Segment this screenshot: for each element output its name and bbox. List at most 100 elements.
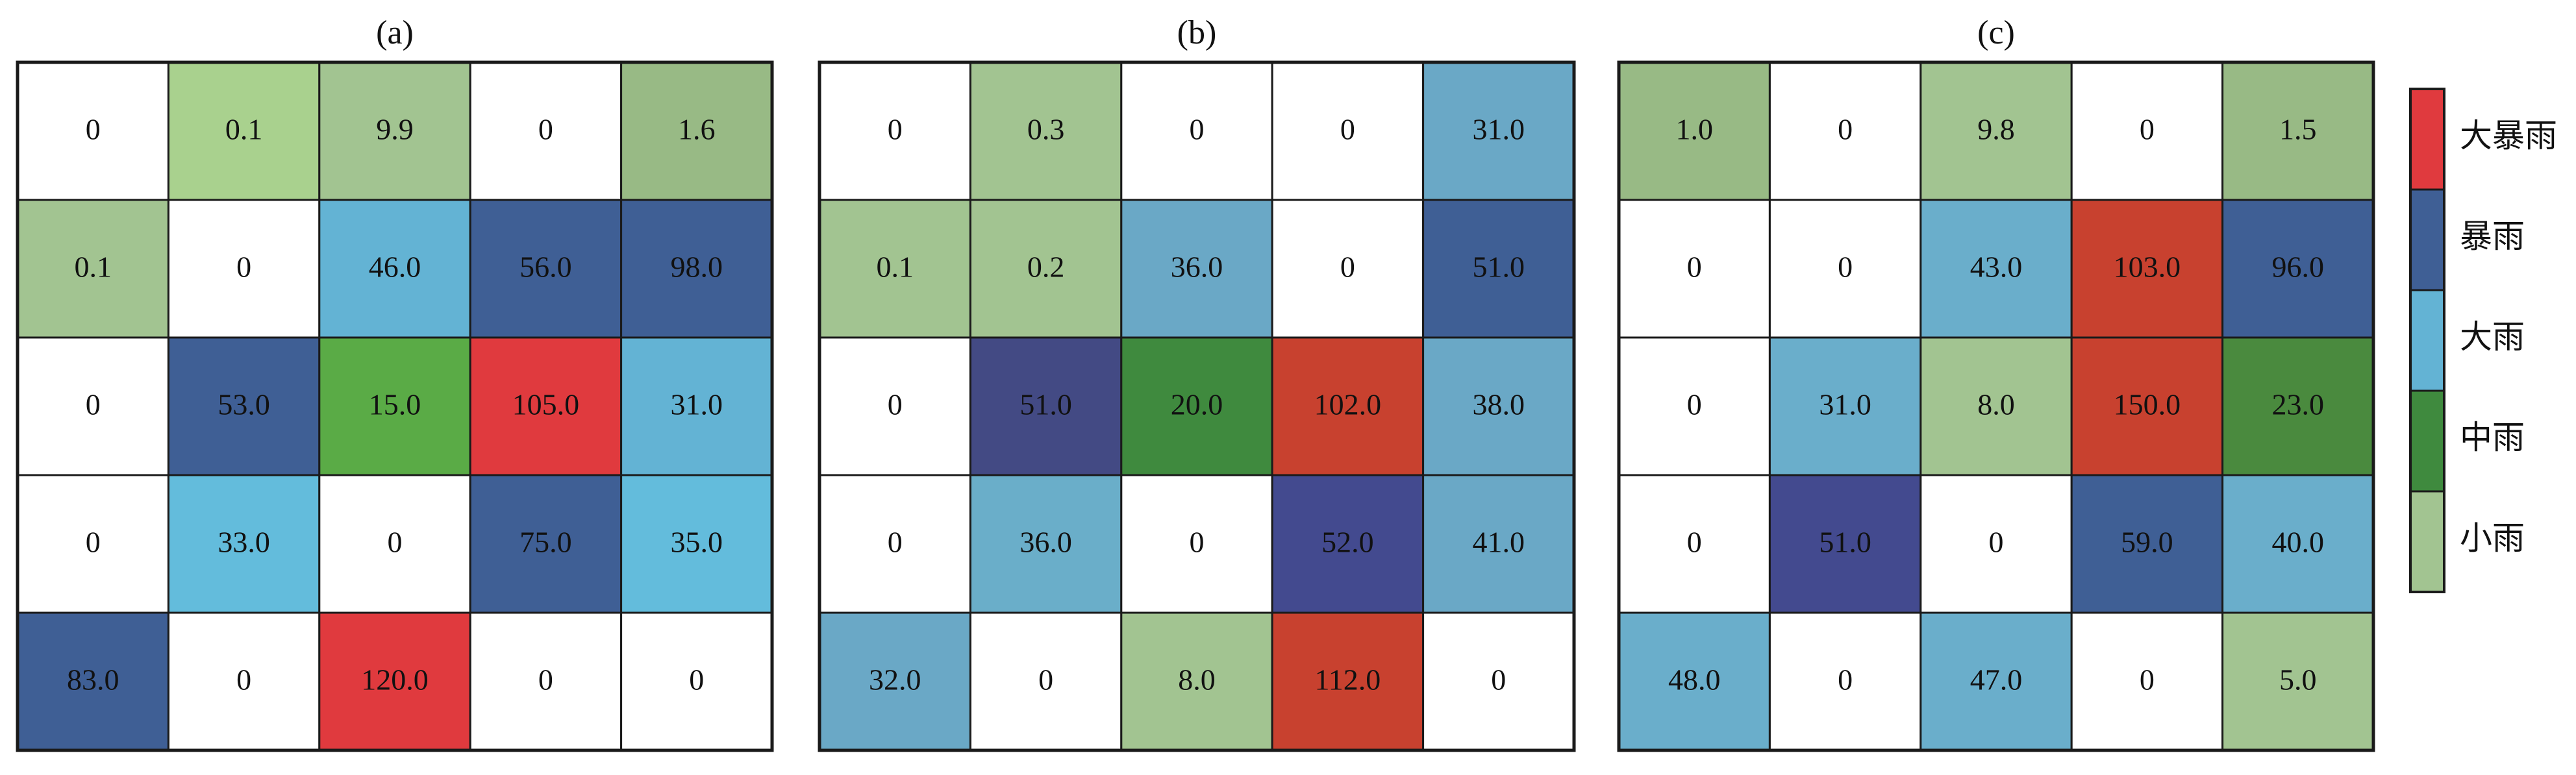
heatmap-cell [16, 61, 169, 201]
cell-value: 0.3 [1027, 113, 1065, 146]
panel-label: (c) [1977, 14, 2015, 51]
heatmap-cell [1618, 61, 1771, 201]
heatmap-cell [1768, 611, 1922, 752]
cell-value: 31.0 [671, 388, 723, 421]
cell-value: 35.0 [671, 526, 723, 559]
heatmap-cell [167, 336, 321, 476]
heatmap-cell [1618, 336, 1771, 476]
heatmap-cell [620, 611, 773, 752]
cell-value: 102.0 [1314, 388, 1382, 421]
heatmap-cell [2221, 61, 2375, 201]
cell-value: 1.0 [1675, 113, 1713, 146]
panel-label: (b) [1177, 14, 1217, 51]
heatmap-cell [1271, 61, 1425, 201]
legend-label: 暴雨 [2460, 218, 2525, 254]
heatmap-cell [2070, 61, 2224, 201]
heatmap-cell [1768, 336, 1922, 476]
cell-value: 0 [888, 113, 903, 146]
cell-value: 8.0 [1178, 663, 1216, 696]
cell-value: 51.0 [1819, 526, 1871, 559]
heatmap-cell [620, 61, 773, 201]
legend-swatch [2409, 490, 2445, 593]
cell-value: 52.0 [1321, 526, 1374, 559]
cell-value: 0 [86, 113, 101, 146]
heatmap-cell [1271, 336, 1425, 476]
cell-value: 0.1 [225, 113, 263, 146]
cell-value: 0 [1491, 663, 1506, 696]
cell-value: 36.0 [1019, 526, 1072, 559]
cell-value: 9.9 [376, 113, 414, 146]
heatmap-cell [969, 199, 1123, 339]
heatmap-cell [2221, 611, 2375, 752]
heatmap-cell [1271, 474, 1425, 614]
heatmap-cell [1422, 61, 1575, 201]
cell-value: 0 [888, 526, 903, 559]
cell-value: 0 [2140, 113, 2155, 146]
cell-value: 0.1 [74, 251, 112, 284]
heatmap-cell [1422, 336, 1575, 476]
cell-value: 40.0 [2272, 526, 2325, 559]
legend-label: 大暴雨 [2460, 117, 2557, 154]
panel-border [818, 60, 1576, 752]
heatmap-cell [16, 611, 169, 752]
heatmap-cell [2070, 474, 2224, 614]
heatmap-cell [469, 336, 623, 476]
heatmap-cell [1618, 611, 1771, 752]
cell-value: 0 [1340, 251, 1355, 284]
cell-value: 83.0 [67, 663, 119, 696]
cell-value: 0 [1838, 251, 1853, 284]
panel-label: (a) [376, 14, 414, 51]
cell-value: 0 [1838, 663, 1853, 696]
legend-border [2409, 88, 2445, 593]
cell-value: 33.0 [218, 526, 270, 559]
cell-value: 23.0 [2272, 388, 2325, 421]
cell-value: 32.0 [869, 663, 921, 696]
heatmap-cell [16, 199, 169, 339]
heatmap-cell [1120, 611, 1273, 752]
heatmap-cell [969, 474, 1123, 614]
heatmap-cell [2221, 336, 2375, 476]
cell-value: 0 [236, 251, 251, 284]
cell-value: 0 [538, 663, 553, 696]
heatmap-cell [318, 474, 471, 614]
legend-swatch [2409, 88, 2445, 191]
cell-value: 51.0 [1473, 251, 1525, 284]
panel-border [16, 60, 774, 752]
cell-value: 15.0 [369, 388, 421, 421]
cell-value: 31.0 [1473, 113, 1525, 146]
heatmap-cell [318, 611, 471, 752]
cell-value: 0 [888, 388, 903, 421]
legend-swatch [2409, 289, 2445, 392]
heatmap-cell [318, 336, 471, 476]
cell-value: 1.5 [2279, 113, 2317, 146]
cell-value: 120.0 [361, 663, 429, 696]
cell-value: 0 [1038, 663, 1053, 696]
cell-value: 38.0 [1473, 388, 1525, 421]
cell-value: 0 [2140, 663, 2155, 696]
heatmap-cell [1422, 474, 1575, 614]
cell-value: 31.0 [1819, 388, 1871, 421]
panels-group: (a) 0 0.1 9.9 0 1.6 0.1 0 46.0 56.0 98.0 0 53.0 15.0 1… [16, 14, 2375, 752]
legend-swatch [2409, 188, 2445, 291]
cell-value: 0 [1190, 113, 1205, 146]
heatmap-cell [620, 474, 773, 614]
cell-value: 0.1 [876, 251, 914, 284]
cell-value: 48.0 [1668, 663, 1721, 696]
cell-value: 0 [1989, 526, 2004, 559]
cell-value: 0.2 [1027, 251, 1065, 284]
cell-value: 0 [388, 526, 403, 559]
legend-label: 中雨 [2460, 419, 2525, 456]
cell-value: 96.0 [2272, 251, 2325, 284]
cell-value: 46.0 [369, 251, 421, 284]
cell-value: 0 [236, 663, 251, 696]
cell-value: 0 [1687, 388, 1702, 421]
heatmap-cell [167, 61, 321, 201]
legend-label: 小雨 [2460, 520, 2525, 556]
cell-value: 51.0 [1019, 388, 1072, 421]
cell-value: 8.0 [1977, 388, 2015, 421]
heatmap-cell [469, 61, 623, 201]
heatmap-cell [2221, 474, 2375, 614]
cell-value: 0 [86, 388, 101, 421]
cell-value: 59.0 [2121, 526, 2173, 559]
